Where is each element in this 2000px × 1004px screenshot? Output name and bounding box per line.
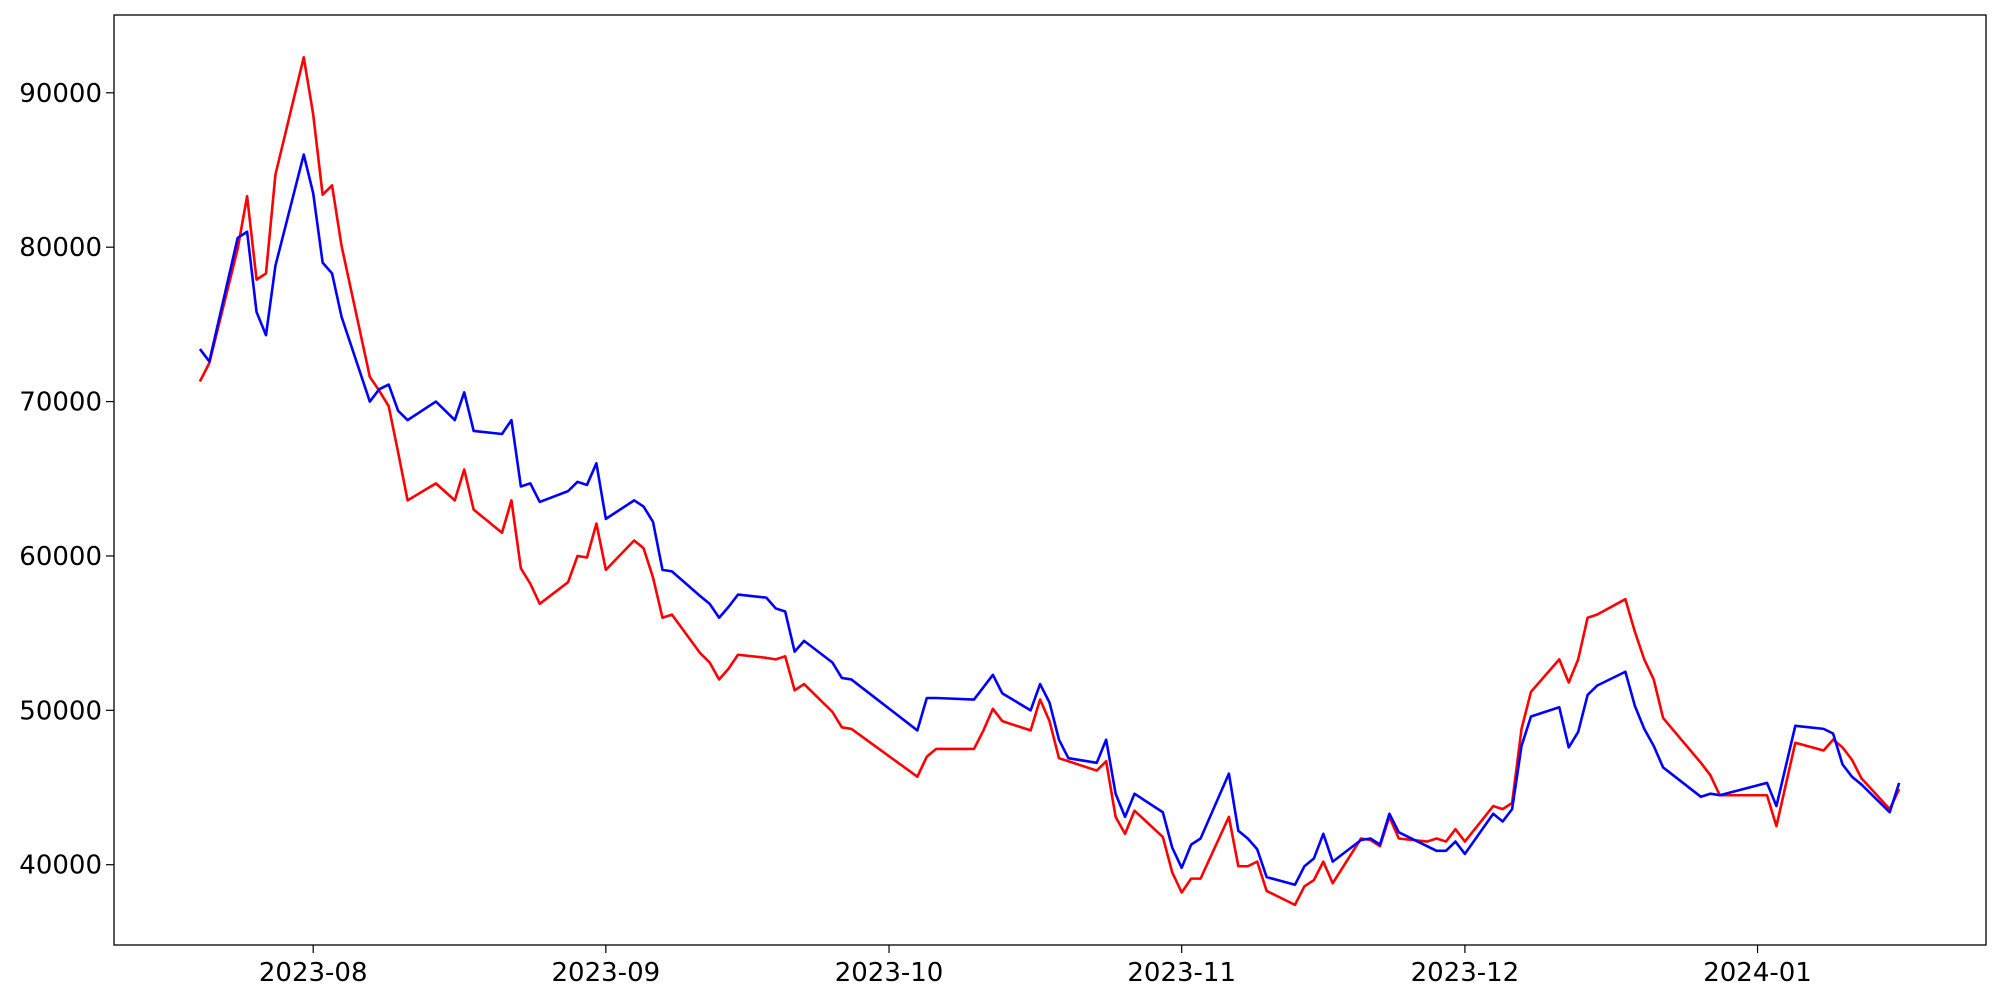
y-tick-label: 70000 [19, 388, 102, 418]
series-line [198, 153, 1901, 887]
x-tick-label: 2023-08 [259, 958, 368, 988]
y-tick-label: 40000 [19, 851, 102, 881]
plot-frame [113, 14, 1987, 946]
x-tick-label: 2023-10 [835, 958, 944, 988]
y-tick-label: 90000 [19, 79, 102, 109]
x-tick-label: 2024-01 [1703, 958, 1812, 988]
x-tick-label: 2023-09 [552, 958, 661, 988]
x-tick-label: 2023-12 [1411, 958, 1520, 988]
x-tick-label: 2023-11 [1127, 958, 1236, 988]
y-tick-label: 50000 [19, 696, 102, 726]
series-line [198, 56, 1901, 907]
y-tick-label: 60000 [19, 542, 102, 572]
y-tick-label: 80000 [19, 233, 102, 263]
